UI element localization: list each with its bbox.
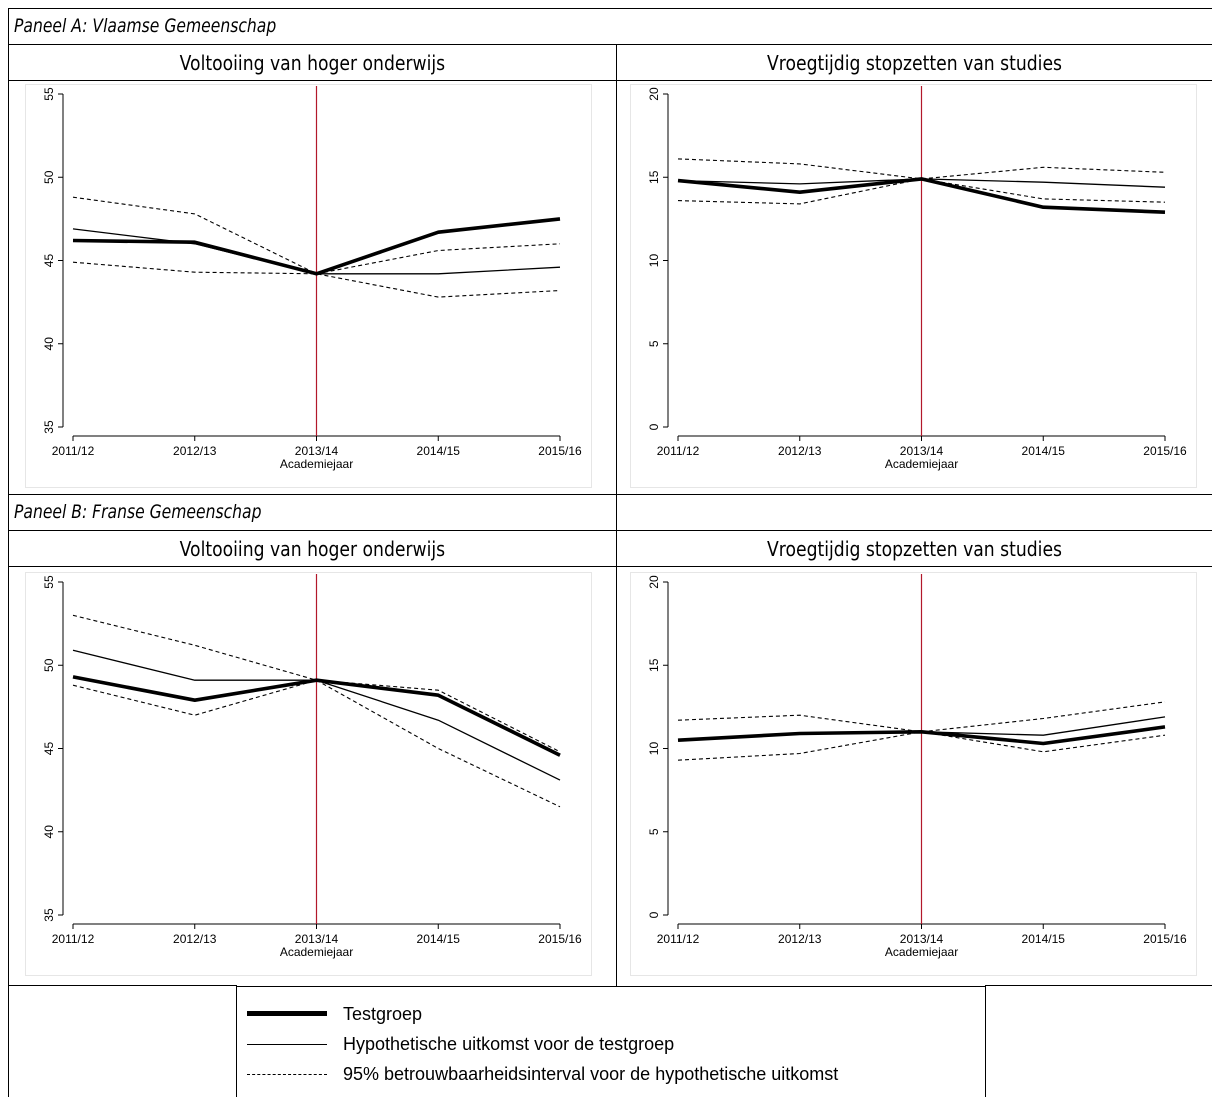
plot-frame (25, 572, 592, 976)
x-axis-label: Academiejaar (280, 457, 353, 471)
panel-b-right-chart-title-text: Vroegtijdig stopzetten van studies (766, 537, 1063, 561)
y-tick-label: 0 (647, 423, 661, 430)
table-rule (8, 566, 1212, 567)
panel-b-title: Paneel B: Franse Gemeenschap (14, 501, 262, 523)
y-tick-label: 5 (647, 340, 661, 347)
panel-a-right-chart-title-text: Vroegtijdig stopzetten van studies (766, 51, 1063, 75)
x-tick-label: 2011/12 (52, 932, 95, 946)
table-rule (8, 494, 1212, 495)
legend-label: 95% betrouwbaarheidsinterval voor de hyp… (343, 1064, 839, 1084)
x-tick-label: 2011/12 (657, 932, 700, 946)
legend-label: Testgroep (343, 1004, 423, 1024)
legend-swatch-dashed (247, 1074, 327, 1075)
y-tick-label: 35 (42, 420, 56, 434)
x-tick-label: 2012/13 (173, 444, 217, 458)
y-tick-label: 45 (42, 742, 56, 756)
x-tick-label: 2014/15 (417, 444, 461, 458)
plot-frame (630, 572, 1197, 976)
y-tick-label: 50 (42, 170, 56, 184)
y-tick-label: 40 (42, 825, 56, 839)
x-tick-label: 2015/16 (538, 932, 582, 946)
x-tick-label: 2013/14 (900, 932, 944, 946)
series-line-ci-upper (72, 196, 561, 275)
x-tick-label: 2012/13 (778, 932, 822, 946)
table-border-left (8, 8, 9, 1097)
x-tick-label: 2014/15 (417, 932, 461, 946)
plot-frame (25, 84, 592, 488)
table-rule (8, 985, 237, 986)
series-line-ci-upper (677, 701, 1166, 733)
y-tick-label: 20 (647, 87, 661, 101)
x-tick-label: 2014/15 (1022, 444, 1066, 458)
table-rule (8, 530, 1212, 531)
y-tick-label: 0 (647, 911, 661, 918)
y-tick-label: 15 (647, 170, 661, 184)
x-tick-label: 2013/14 (295, 444, 339, 458)
legend-swatch-thin (247, 1044, 327, 1045)
plot-frame (630, 84, 1197, 488)
series-line-testgroep (72, 217, 561, 276)
y-tick-label: 35 (42, 908, 56, 922)
y-tick-label: 10 (647, 254, 661, 268)
legend-label: Hypothetische uitkomst voor de testgroep (343, 1034, 675, 1054)
legend: Testgroep Hypothetische uitkomst voor de… (236, 986, 986, 1097)
y-tick-label: 5 (647, 828, 661, 835)
y-tick-label: 55 (42, 575, 56, 589)
table-column-divider (616, 494, 617, 986)
x-tick-label: 2013/14 (295, 932, 339, 946)
x-tick-label: 2012/13 (778, 444, 822, 458)
panel-b-right-chart-title: Vroegtijdig stopzetten van studies (617, 535, 1212, 563)
series-line-ci-upper (677, 158, 1166, 180)
x-tick-label: 2015/16 (538, 444, 582, 458)
y-tick-label: 55 (42, 87, 56, 101)
panel-a-right-chart-title: Vroegtijdig stopzetten van studies (617, 49, 1212, 77)
y-tick-label: 10 (647, 742, 661, 756)
x-axis-label: Academiejaar (280, 945, 353, 959)
panel-b-left-chart-title: Voltooiing van hoger onderwijs (9, 535, 616, 563)
series-line-testgroep (72, 675, 561, 757)
chart-panel-b-dropout: 0 5 10 15 20 2011/12 2012/13 2013/14 2014/15 2015… (630, 572, 1197, 976)
chart-panel-b-completion: 35 40 45 50 55 2011/12 2012/13 2013/14 2014/15 20… (25, 572, 592, 976)
x-tick-label: 2014/15 (1022, 932, 1066, 946)
x-tick-label: 2015/16 (1143, 932, 1187, 946)
legend-item-confidence-interval: 95% betrouwbaarheidsinterval voor de hyp… (247, 1059, 967, 1089)
x-axis-label: Academiejaar (885, 945, 958, 959)
panel-a-title: Paneel A: Vlaamse Gemeenschap (14, 15, 277, 37)
x-tick-label: 2015/16 (1143, 444, 1187, 458)
table-rule (8, 80, 1212, 81)
x-tick-label: 2011/12 (657, 444, 700, 458)
y-tick-label: 15 (647, 658, 661, 672)
x-tick-label: 2012/13 (173, 932, 217, 946)
table-rule (8, 44, 1212, 45)
panel-a-left-chart-title-text: Voltooiing van hoger onderwijs (179, 51, 446, 75)
y-tick-label: 20 (647, 575, 661, 589)
panel-a-left-chart-title: Voltooiing van hoger onderwijs (9, 49, 616, 77)
x-tick-label: 2013/14 (900, 444, 944, 458)
panel-b-left-chart-title-text: Voltooiing van hoger onderwijs (179, 537, 446, 561)
y-tick-label: 50 (42, 658, 56, 672)
table-rule (985, 985, 1212, 986)
chart-panel-a-dropout: 0 5 10 15 20 2011/12 2012/13 2013/14 2014/15 2015… (630, 84, 1197, 488)
y-tick-label: 40 (42, 337, 56, 351)
x-tick-label: 2011/12 (52, 444, 95, 458)
legend-item-hypothetical: Hypothetische uitkomst voor de testgroep (247, 1029, 967, 1059)
series-line-ci-lower (72, 261, 561, 298)
series-line-testgroep (677, 725, 1166, 746)
x-axis-label: Academiejaar (885, 457, 958, 471)
legend-swatch-thick (247, 1011, 327, 1016)
table-column-divider (616, 44, 617, 495)
y-tick-label: 45 (42, 254, 56, 268)
chart-panel-a-completion: 35 40 45 50 55 2011/12 2012/13 2013/14 2014/15 20… (25, 84, 592, 488)
legend-item-testgroep: Testgroep (247, 999, 967, 1029)
table-border-top (8, 8, 1212, 9)
series-line-testgroep (677, 177, 1166, 214)
